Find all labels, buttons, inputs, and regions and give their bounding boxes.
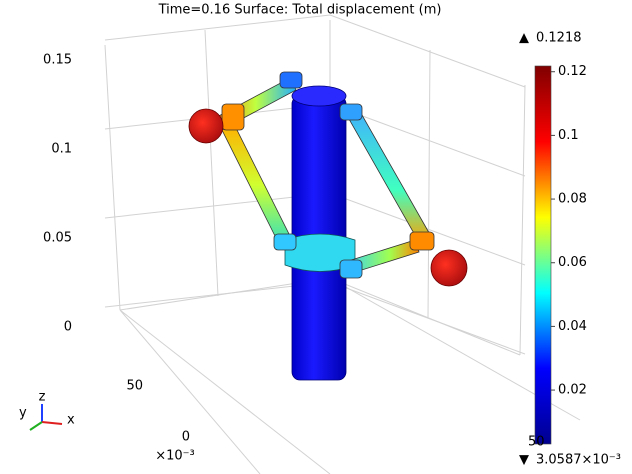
joint xyxy=(273,233,297,251)
colorbar-tick-label: 0.02 xyxy=(558,383,587,398)
x-tick-label: 50 xyxy=(528,435,545,450)
y-tick-label: 0 xyxy=(182,430,190,445)
triad-label: x xyxy=(67,413,75,428)
min-marker: ▼ xyxy=(519,453,529,468)
mass xyxy=(188,108,224,144)
chart-title: Time=0.16 Surface: Total displacement (m… xyxy=(158,3,442,18)
max-label: 0.1218 xyxy=(536,31,582,46)
z-tick-label: 0.1 xyxy=(51,142,72,157)
colorbar-tick-label: 0.12 xyxy=(558,64,587,79)
colorbar-tick-label: 0.04 xyxy=(558,319,587,334)
z-tick-label: 0.05 xyxy=(43,231,72,246)
joint xyxy=(339,259,363,279)
arm xyxy=(221,123,293,247)
z-tick-label: 0 xyxy=(64,320,72,335)
axis-multiplier: ×10⁻³ xyxy=(155,449,195,464)
y-tick-label: 50 xyxy=(126,379,143,394)
colorbar xyxy=(534,65,552,445)
colorbar-tick-label: 0.1 xyxy=(558,128,579,143)
triad: x y z xyxy=(19,390,75,431)
model xyxy=(188,71,468,381)
min-label: 3.0587×10⁻³ xyxy=(536,453,621,468)
colorbar-tick-label: 0.06 xyxy=(558,255,587,270)
joint xyxy=(409,231,435,251)
grid-line xyxy=(104,14,526,88)
mass xyxy=(430,249,468,287)
cylinder-top xyxy=(291,85,347,107)
arm xyxy=(344,107,433,245)
joint xyxy=(221,103,245,131)
joint xyxy=(279,71,303,89)
triad-label: z xyxy=(39,390,46,405)
colorbar-tick-label: 0.08 xyxy=(558,192,587,207)
max-marker: ▲ xyxy=(519,31,529,46)
triad-label: y xyxy=(19,406,27,421)
joint xyxy=(339,103,363,121)
z-tick-label: 0.15 xyxy=(43,53,72,68)
